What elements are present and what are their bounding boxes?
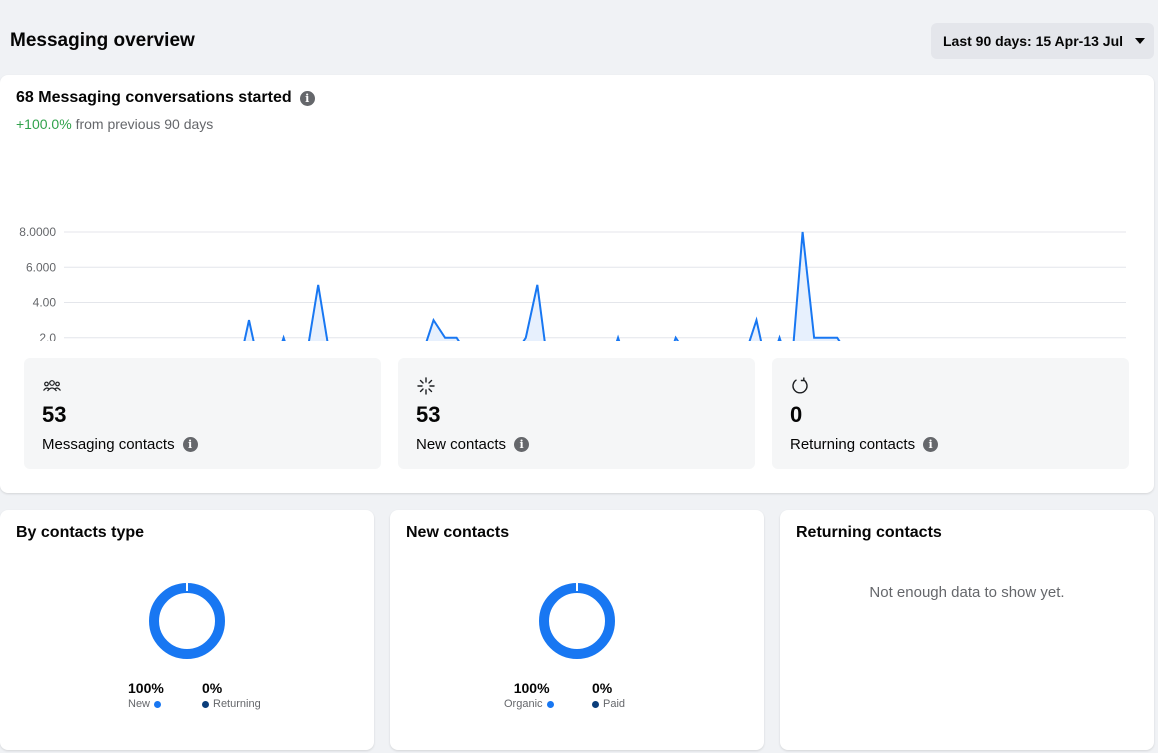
legend-dot: [592, 700, 599, 708]
empty-state-message: Not enough data to show yet.: [869, 584, 1065, 601]
stat-value: 53: [416, 402, 441, 427]
legend-percent: 0%: [202, 680, 223, 696]
sparkle-icon: [417, 377, 435, 395]
info-icon[interactable]: i: [923, 437, 939, 452]
y-tick-label: 6.000: [26, 260, 56, 274]
card-title: New contacts: [406, 524, 510, 541]
y-tick-label: 4.00: [33, 296, 57, 310]
y-tick-label: 2.0: [39, 331, 56, 341]
people-icon: [43, 380, 61, 392]
stat-returning-contacts: 0 Returning contacts i: [772, 358, 1129, 469]
legend-dot: [546, 700, 554, 708]
legend-dot: [154, 700, 162, 708]
date-range-label: Last 90 days: 15 Apr-13 Jul: [943, 33, 1124, 49]
legend-percent: 100%: [513, 680, 550, 696]
legend-percent: 100%: [128, 680, 164, 696]
stat-new-contacts: 53 New contacts i: [398, 358, 755, 469]
legend-percent: 0%: [592, 680, 613, 696]
stat-label-row: New contacts i: [416, 436, 530, 453]
legend-organic: 100% Organic: [504, 680, 554, 710]
page-title: Messaging overview: [10, 30, 195, 51]
legend-new: 100% New: [128, 680, 164, 710]
returning-contacts-card: Returning contacts Not enough data to sh…: [780, 510, 1154, 750]
stat-label-row: Messaging contacts i: [42, 436, 198, 453]
stat-label-row: Returning contacts i: [790, 436, 939, 453]
info-icon[interactable]: i: [299, 90, 315, 106]
legend-label-row: Organic: [504, 698, 554, 710]
top-bar: Messaging overview Last 90 days: 15 Apr-…: [0, 0, 1158, 75]
stat-value: 0: [790, 402, 803, 427]
legend-returning: 0% Returning: [202, 680, 261, 710]
refresh-icon: [792, 377, 808, 394]
legend-label-row: New: [128, 698, 164, 710]
stat-label: Messaging contacts: [42, 436, 175, 453]
donut-chart: [149, 583, 225, 659]
date-range-dropdown[interactable]: Last 90 days: 15 Apr-13 Jul: [931, 23, 1154, 59]
caret-down-icon: [1135, 38, 1146, 44]
legend-label: New: [128, 698, 151, 710]
donut-chart: [539, 583, 615, 659]
card-title: Returning contacts: [796, 524, 942, 541]
series-area: [244, 232, 840, 341]
y-tick-label: 8.0000: [19, 225, 56, 239]
change-percent: +100.0%: [16, 116, 72, 132]
conversations-title: 68 Messaging conversations started: [16, 89, 292, 106]
series-line: [243, 231, 841, 341]
info-icon[interactable]: i: [182, 437, 198, 452]
legend-label-row: Paid: [592, 698, 625, 710]
change-summary: +100.0% from previous 90 days: [16, 116, 213, 132]
legend-label-row: Returning: [202, 698, 261, 710]
overview-card: 68 Messaging conversations started i +10…: [0, 75, 1154, 493]
stat-value: 53: [42, 402, 67, 427]
legend-label: Returning: [213, 698, 261, 710]
legend-dot: [202, 700, 209, 708]
conversations-heading: 68 Messaging conversations started i: [16, 89, 315, 107]
stat-label: Returning contacts: [790, 436, 916, 453]
stat-label: New contacts: [416, 436, 507, 453]
new-contacts-card: New contacts 100% Organic 0% Paid: [390, 510, 764, 750]
legend-label: Organic: [504, 698, 543, 710]
info-icon[interactable]: i: [514, 437, 530, 452]
legend-paid: 0% Paid: [592, 680, 625, 710]
card-title: By contacts type: [16, 524, 145, 541]
stat-messaging-contacts: 53 Messaging contacts i: [24, 358, 381, 469]
legend-label: Paid: [603, 698, 626, 710]
change-text: from previous 90 days: [75, 116, 214, 132]
by-contacts-type-card: By contacts type 100% New 0% Returning: [0, 510, 374, 750]
